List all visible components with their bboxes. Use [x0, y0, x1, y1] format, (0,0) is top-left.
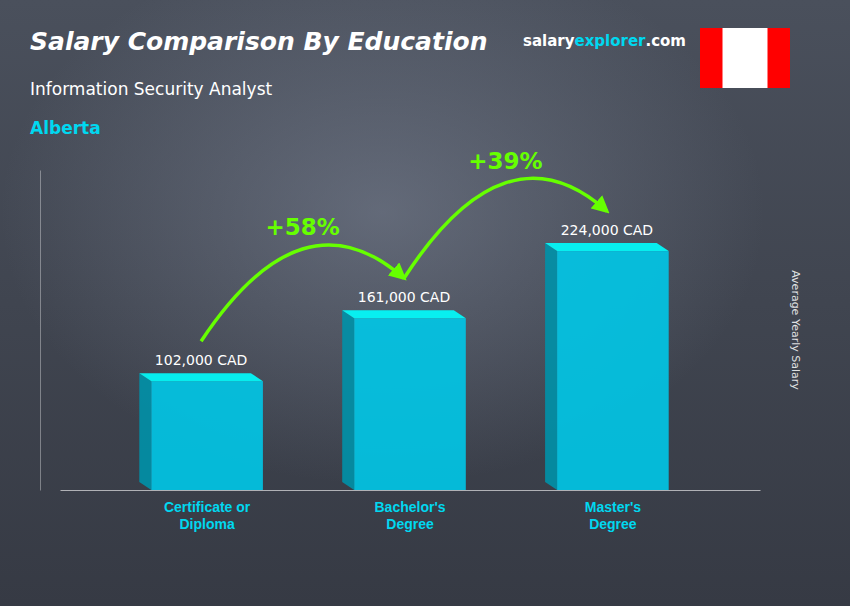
region: Alberta — [30, 118, 101, 138]
y-axis — [40, 171, 41, 491]
website-part: salary — [523, 32, 575, 50]
bars — [139, 243, 668, 490]
plot: Certificate orDiplomaBachelor'sDegreeMas… — [41, 148, 761, 532]
flag-stripe — [768, 28, 791, 88]
x-tick: Certificate orDiploma — [164, 490, 251, 532]
chart-svg: Certificate orDiplomaBachelor'sDegreeMas… — [0, 0, 850, 606]
annotation: +58% — [265, 214, 339, 240]
bar-side — [342, 310, 354, 490]
website-part: explorer — [574, 32, 646, 50]
background-glow — [0, 0, 850, 606]
title: Salary Comparison By Education — [30, 27, 487, 56]
website-part: .com — [645, 32, 686, 50]
x-tick-label-line: Certificate or — [164, 499, 251, 515]
x-tick: Bachelor'sDegree — [374, 490, 445, 532]
bar — [557, 251, 669, 490]
x-tick-label-line: Bachelor's — [374, 499, 445, 515]
bar-top — [545, 243, 669, 251]
background — [0, 0, 850, 606]
x-tick-label: Master'sDegree — [585, 499, 641, 532]
flag-field — [700, 28, 790, 88]
x-tick-label: Bachelor'sDegree — [374, 499, 445, 532]
y-axis-line — [40, 171, 41, 491]
flag — [700, 28, 790, 88]
website: salaryexplorer.com — [523, 32, 686, 50]
data-label: 161,000 CAD — [358, 289, 450, 305]
annotation: +39% — [468, 148, 542, 174]
x-axis-line — [61, 490, 761, 491]
bar — [354, 318, 466, 490]
y-axis-title: Average Yearly Salary — [789, 270, 802, 390]
arrow — [201, 245, 404, 341]
bar — [151, 381, 263, 490]
bar-top — [342, 310, 466, 318]
data-label: 224,000 CAD — [561, 222, 653, 238]
x-tick-label: Certificate orDiploma — [164, 499, 251, 532]
subtitle: Information Security Analyst — [30, 79, 272, 99]
bar-top — [139, 373, 263, 381]
bar-side — [139, 373, 151, 490]
data-label: 102,000 CAD — [155, 352, 247, 368]
flag-stripe — [700, 28, 723, 88]
x-tick: Master'sDegree — [585, 490, 641, 532]
x-tick-label-line: Degree — [386, 516, 434, 532]
x-tick-label-line: Master's — [585, 499, 641, 515]
x-axis: Certificate orDiplomaBachelor'sDegreeMas… — [61, 490, 761, 532]
x-tick-label-line: Degree — [589, 516, 637, 532]
bar-side — [545, 243, 557, 490]
arrow — [404, 178, 607, 278]
x-tick-label-line: Diploma — [179, 516, 234, 532]
